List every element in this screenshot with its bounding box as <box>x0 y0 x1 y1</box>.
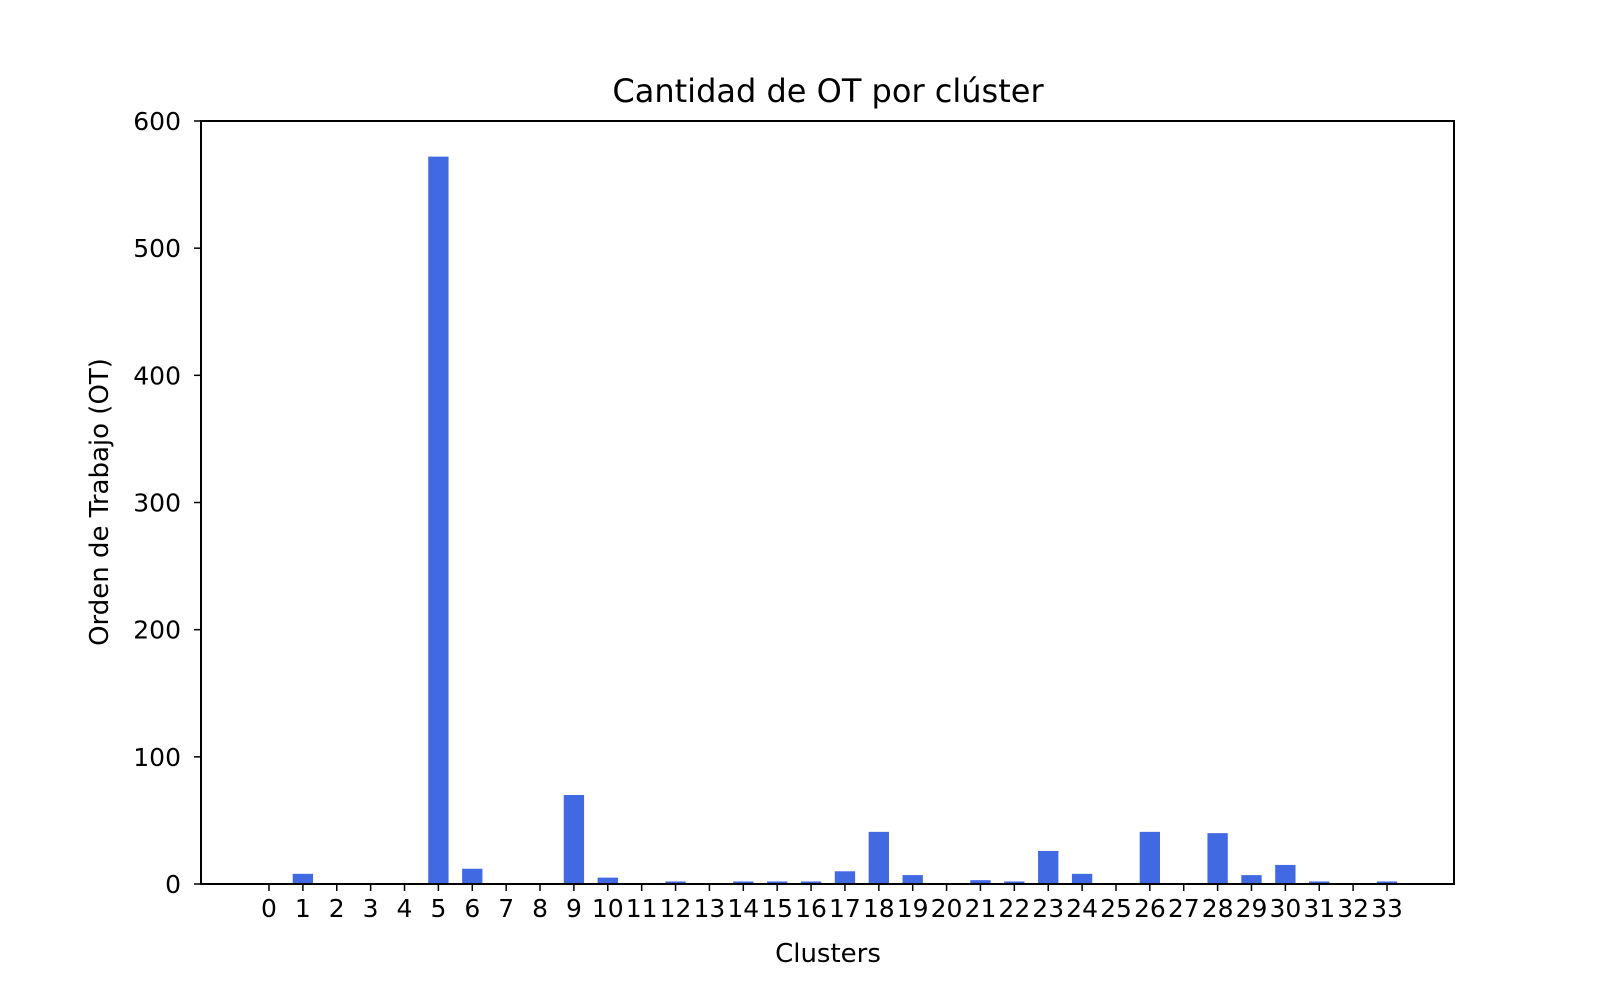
x-tick-label: 9 <box>566 894 582 923</box>
x-tick-label: 28 <box>1202 894 1234 923</box>
bar-cluster-6 <box>462 868 483 884</box>
bar-cluster-16 <box>800 881 822 884</box>
bar-cluster-29 <box>1241 875 1262 884</box>
bar-cluster-26 <box>1139 831 1161 884</box>
x-tick-label: 18 <box>863 894 895 923</box>
x-tick-label: 21 <box>965 894 997 923</box>
axes-frame <box>200 120 1455 885</box>
x-tick-label: 17 <box>829 894 861 923</box>
y-tick-label: 100 <box>133 743 181 772</box>
y-tick-label: 300 <box>133 489 181 518</box>
x-axis-label: Clusters <box>775 939 881 969</box>
x-tick-label: 6 <box>464 894 480 923</box>
bar-cluster-24 <box>1071 873 1093 884</box>
bar-cluster-30 <box>1275 864 1296 884</box>
y-tick-label: 200 <box>133 616 181 645</box>
bar-cluster-23 <box>1038 850 1059 884</box>
x-tick-label: 15 <box>761 894 793 923</box>
x-tick-label: 30 <box>1269 894 1301 923</box>
y-axis: 0 100 200 300 400 500 600 <box>133 107 201 899</box>
y-axis-label: Orden de Trabajo (OT) <box>85 358 115 646</box>
bar-cluster-22 <box>1004 881 1025 884</box>
bar-cluster-18 <box>868 831 889 884</box>
x-tick-label: 2 <box>329 894 345 923</box>
x-tick-label: 7 <box>498 894 514 923</box>
y-tick-label: 500 <box>133 234 181 263</box>
x-tick-label: 19 <box>897 894 929 923</box>
x-tick-label: 20 <box>931 894 963 923</box>
x-tick-label: 11 <box>626 894 658 923</box>
x-tick-label: 13 <box>694 894 726 923</box>
x-tick-label: 24 <box>1066 894 1098 923</box>
y-tick-label: 600 <box>133 107 181 136</box>
bar-cluster-14 <box>733 881 754 884</box>
x-tick-label: 31 <box>1303 894 1335 923</box>
bar-cluster-33 <box>1376 881 1398 884</box>
x-tick-label: 27 <box>1168 894 1200 923</box>
x-tick-label: 16 <box>795 894 827 923</box>
bar-cluster-31 <box>1309 881 1330 884</box>
bar-cluster-17 <box>834 871 856 884</box>
x-tick-label: 5 <box>430 894 446 923</box>
y-tick-label: 0 <box>165 870 181 899</box>
chart-title: Cantidad de OT por clúster <box>612 72 1044 110</box>
bar-cluster-1 <box>292 873 314 884</box>
x-tick-label: 26 <box>1134 894 1166 923</box>
bar-cluster-5 <box>428 156 449 885</box>
bar-cluster-19 <box>902 875 923 884</box>
x-tick-label: 8 <box>532 894 548 923</box>
bar-cluster-9 <box>563 794 585 884</box>
x-tick-label: 0 <box>261 894 277 923</box>
x-tick-label: 4 <box>397 894 413 923</box>
bar-cluster-21 <box>970 880 991 884</box>
x-tick-label: 22 <box>998 894 1030 923</box>
x-tick-label: 33 <box>1371 894 1403 923</box>
bar-cluster-10 <box>597 877 618 884</box>
bars <box>292 156 1398 885</box>
x-tick-label: 14 <box>727 894 759 923</box>
x-tick-label: 29 <box>1236 894 1268 923</box>
x-tick-label: 12 <box>660 894 692 923</box>
bar-cluster-28 <box>1207 833 1228 884</box>
y-tick-label: 400 <box>133 361 181 390</box>
x-tick-label: 32 <box>1337 894 1369 923</box>
x-tick-label: 23 <box>1032 894 1064 923</box>
x-tick-label: 25 <box>1100 894 1132 923</box>
bar-cluster-15 <box>767 881 788 884</box>
x-tick-label: 1 <box>295 894 311 923</box>
bar-cluster-12 <box>665 881 686 884</box>
x-tick-label: 3 <box>363 894 379 923</box>
x-axis: 0 1 2 3 4 5 6 7 8 9 10 11 12 13 14 15 16 17 18 19 20 21 22 23 24… <box>261 884 1403 923</box>
x-tick-label: 10 <box>592 894 624 923</box>
